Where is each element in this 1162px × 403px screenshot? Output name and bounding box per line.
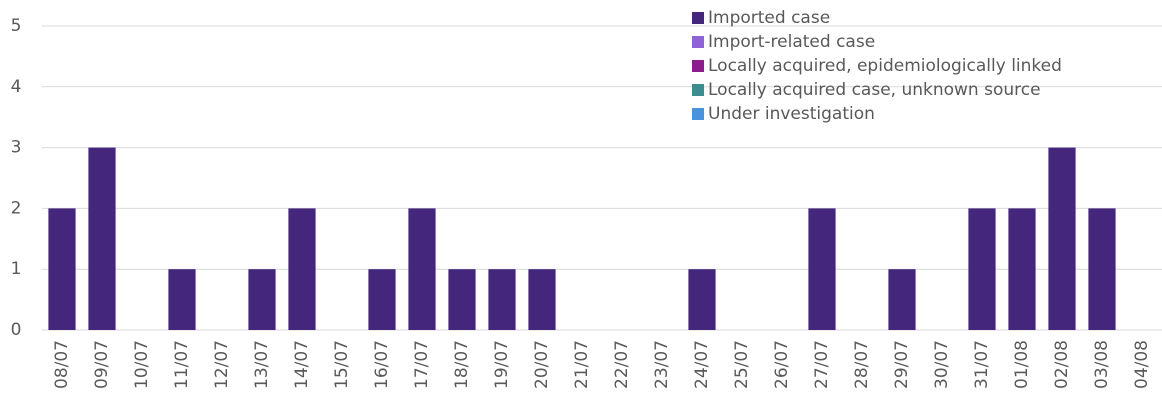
- x-tick-label: 17/07: [412, 340, 432, 389]
- x-tick-label: 21/07: [572, 340, 592, 389]
- bar: [888, 269, 916, 330]
- x-tick-label: 24/07: [692, 340, 712, 389]
- x-tick-label: 20/07: [532, 340, 552, 389]
- x-tick-label: 25/07: [732, 340, 752, 389]
- legend-swatch: [692, 84, 704, 96]
- y-tick-label: 4: [11, 77, 22, 97]
- bar: [688, 269, 716, 330]
- x-tick-label: 27/07: [812, 340, 832, 389]
- y-tick-label: 1: [11, 259, 22, 279]
- bar: [448, 269, 476, 330]
- legend-swatch: [692, 36, 704, 48]
- legend-label: Under investigation: [708, 104, 875, 124]
- legend-swatch: [692, 12, 704, 24]
- x-tick-label: 18/07: [452, 340, 472, 389]
- legend-label: Locally acquired case, unknown source: [708, 80, 1041, 100]
- bar: [808, 208, 836, 330]
- bar: [968, 208, 996, 330]
- x-tick-label: 14/07: [292, 340, 312, 389]
- x-tick-label: 03/08: [1092, 340, 1112, 389]
- x-tick-label: 08/07: [52, 340, 72, 389]
- bar: [488, 269, 516, 330]
- bar: [88, 147, 116, 330]
- y-tick-label: 0: [11, 320, 22, 340]
- legend-label: Locally acquired, epidemiologically link…: [708, 56, 1062, 76]
- x-tick-label: 16/07: [372, 340, 392, 389]
- x-tick-label: 28/07: [852, 340, 872, 389]
- bar: [1008, 208, 1036, 330]
- bar: [528, 269, 556, 330]
- x-tick-label: 11/07: [172, 340, 192, 389]
- bar: [168, 269, 196, 330]
- bar: [368, 269, 396, 330]
- x-tick-label: 30/07: [932, 340, 952, 389]
- x-tick-label: 01/08: [1012, 340, 1032, 389]
- x-tick-label: 22/07: [612, 340, 632, 389]
- legend-label: Imported case: [708, 8, 830, 28]
- x-tick-label: 23/07: [652, 340, 672, 389]
- y-tick-label: 2: [11, 198, 22, 218]
- x-tick-label: 29/07: [892, 340, 912, 389]
- x-tick-label: 19/07: [492, 340, 512, 389]
- bar: [48, 208, 76, 330]
- x-tick-label: 10/07: [132, 340, 152, 389]
- bar: [1088, 208, 1116, 330]
- x-tick-label: 26/07: [772, 340, 792, 389]
- legend-label: Import-related case: [708, 32, 875, 52]
- bar: [1048, 147, 1076, 330]
- x-tick-label: 15/07: [332, 340, 352, 389]
- x-tick-label: 13/07: [252, 340, 272, 389]
- x-tick-label: 04/08: [1132, 340, 1152, 389]
- x-tick-label: 12/07: [212, 340, 232, 389]
- bar: [288, 208, 316, 330]
- x-tick-label: 09/07: [92, 340, 112, 389]
- y-tick-label: 3: [11, 138, 22, 158]
- legend-swatch: [692, 60, 704, 72]
- bar: [408, 208, 436, 330]
- x-tick-label: 31/07: [972, 340, 992, 389]
- bar: [248, 269, 276, 330]
- legend-swatch: [692, 108, 704, 120]
- x-tick-label: 02/08: [1052, 340, 1072, 389]
- y-tick-label: 5: [11, 16, 22, 36]
